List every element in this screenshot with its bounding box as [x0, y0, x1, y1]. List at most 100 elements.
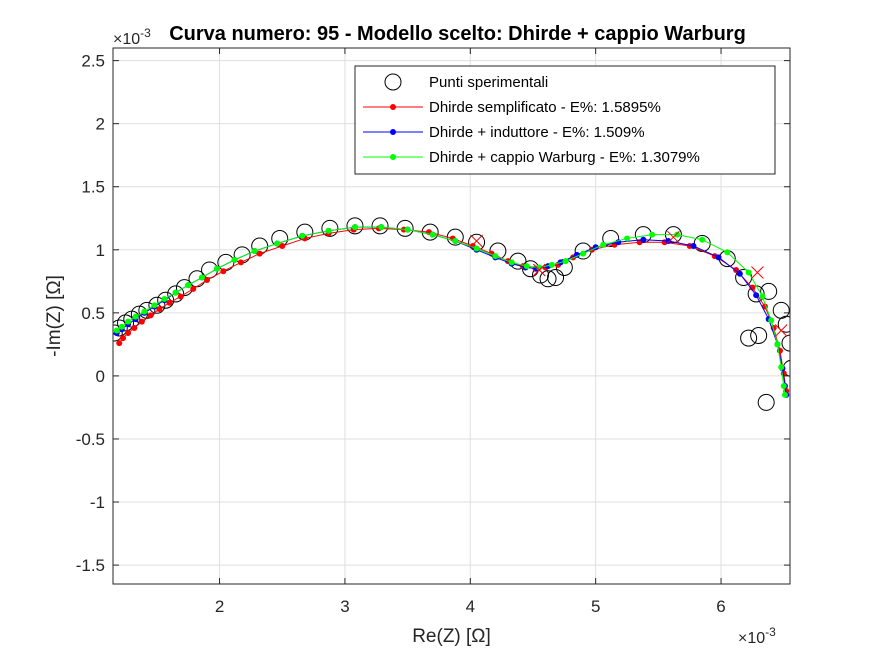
series-layer	[113, 217, 790, 411]
series-point	[132, 313, 139, 320]
series-point	[624, 235, 631, 242]
cross-marker	[774, 324, 788, 337]
experimental-point	[760, 282, 778, 300]
series-point	[715, 254, 722, 261]
cross-marker	[667, 230, 680, 244]
experimental-point	[371, 217, 389, 235]
series-point	[759, 293, 766, 300]
x-tick-label: 5	[591, 597, 600, 616]
series-point	[147, 312, 154, 319]
series-point	[214, 265, 221, 272]
series-point	[523, 263, 530, 270]
series-point	[279, 243, 286, 250]
series-point	[125, 318, 132, 325]
series-point	[220, 268, 227, 275]
x-tick-label: 4	[466, 597, 475, 616]
legend-item: Dhirde semplificato - E%: 1.5895%	[363, 99, 661, 116]
experimental-point	[489, 242, 507, 260]
y-tick-label: -1	[90, 493, 105, 512]
y-tick-label: 0	[96, 367, 105, 386]
legend-item: Dhirde + cappio Warburg - E%: 1.3079%	[363, 149, 700, 166]
experimental-point	[547, 269, 565, 287]
legend-label: Dhirde + cappio Warburg - E%: 1.3079%	[429, 149, 700, 166]
y-tick-label: -1.5	[76, 556, 105, 575]
series-point	[781, 391, 788, 398]
series-point	[177, 293, 184, 300]
series-point	[161, 295, 168, 302]
cross-marker	[532, 263, 546, 277]
series-point	[204, 277, 211, 284]
series-point	[199, 274, 206, 281]
experimental-point	[346, 217, 364, 235]
legend-marker	[390, 154, 396, 160]
series-point	[185, 282, 192, 289]
experimental-point	[750, 327, 768, 345]
series-point	[508, 259, 515, 266]
series-point	[745, 269, 752, 276]
series-point	[378, 224, 385, 231]
series-point	[665, 237, 672, 244]
series-point	[573, 251, 580, 258]
series-point	[231, 256, 238, 263]
cross-marker	[470, 234, 483, 248]
experimental-point	[167, 285, 185, 303]
series-point	[325, 227, 332, 234]
series-point	[256, 250, 263, 257]
x-tick-label: 6	[716, 597, 725, 616]
y-tick-label: -0.5	[76, 430, 105, 449]
x-tick-label: 2	[215, 597, 224, 616]
ticks: 2 3 4 5 6 -1.5 -1 -0.5 0 0.5 1 1.5 2 2.5	[76, 48, 790, 616]
x-tick-label: 3	[340, 597, 349, 616]
legend-box	[354, 65, 776, 175]
series-point	[548, 261, 555, 268]
chart-title: Curva numero: 95 - Modello scelto: Dhird…	[169, 23, 746, 45]
experimental-point	[777, 315, 790, 333]
y-tick-label: 2	[96, 115, 105, 134]
series-point	[749, 284, 756, 291]
series-point	[141, 308, 148, 315]
series-point	[640, 236, 647, 243]
y-tick-label: 0.5	[81, 304, 105, 323]
series-point	[473, 245, 480, 252]
series-point	[116, 340, 123, 347]
axes-frame	[112, 47, 791, 585]
series-point	[580, 250, 587, 257]
annotation-layer	[470, 230, 788, 337]
series-point	[274, 240, 281, 247]
series-point	[778, 364, 785, 371]
experimental-point	[757, 393, 775, 411]
legend-label: Dhirde semplificato - E%: 1.5895%	[429, 99, 661, 116]
y-exponent-label: ×10-3	[113, 26, 151, 48]
series-point	[780, 382, 787, 389]
series-point	[351, 224, 358, 231]
y-tick-label: 1	[96, 241, 105, 260]
legend-label: Punti sperimentali	[429, 74, 548, 91]
series-point	[113, 327, 120, 334]
series-point	[151, 302, 158, 309]
series-point	[736, 270, 743, 277]
experimental-point	[740, 329, 758, 347]
legend-item: Dhirde + induttore - E%: 1.509%	[363, 124, 645, 141]
legend-marker	[390, 104, 396, 110]
series-point	[429, 231, 436, 238]
experimental-point	[602, 229, 620, 247]
series-point	[600, 241, 607, 248]
series-point	[452, 237, 459, 244]
y-tick-label: 1.5	[81, 178, 105, 197]
series-point	[768, 317, 775, 324]
experimental-point	[113, 324, 123, 342]
series-point	[190, 285, 197, 292]
series-3	[113, 224, 788, 398]
series-point	[120, 335, 127, 342]
series-point	[649, 231, 656, 238]
experimental-point	[781, 334, 790, 352]
experimental-point	[113, 319, 128, 337]
x-axis-label: Re(Z) [Ω]	[412, 626, 491, 647]
series-point	[562, 258, 569, 265]
series-point	[492, 253, 499, 260]
series-point	[166, 299, 173, 306]
series-point	[690, 243, 697, 250]
series-point	[251, 248, 258, 255]
cross-marker	[751, 266, 764, 279]
